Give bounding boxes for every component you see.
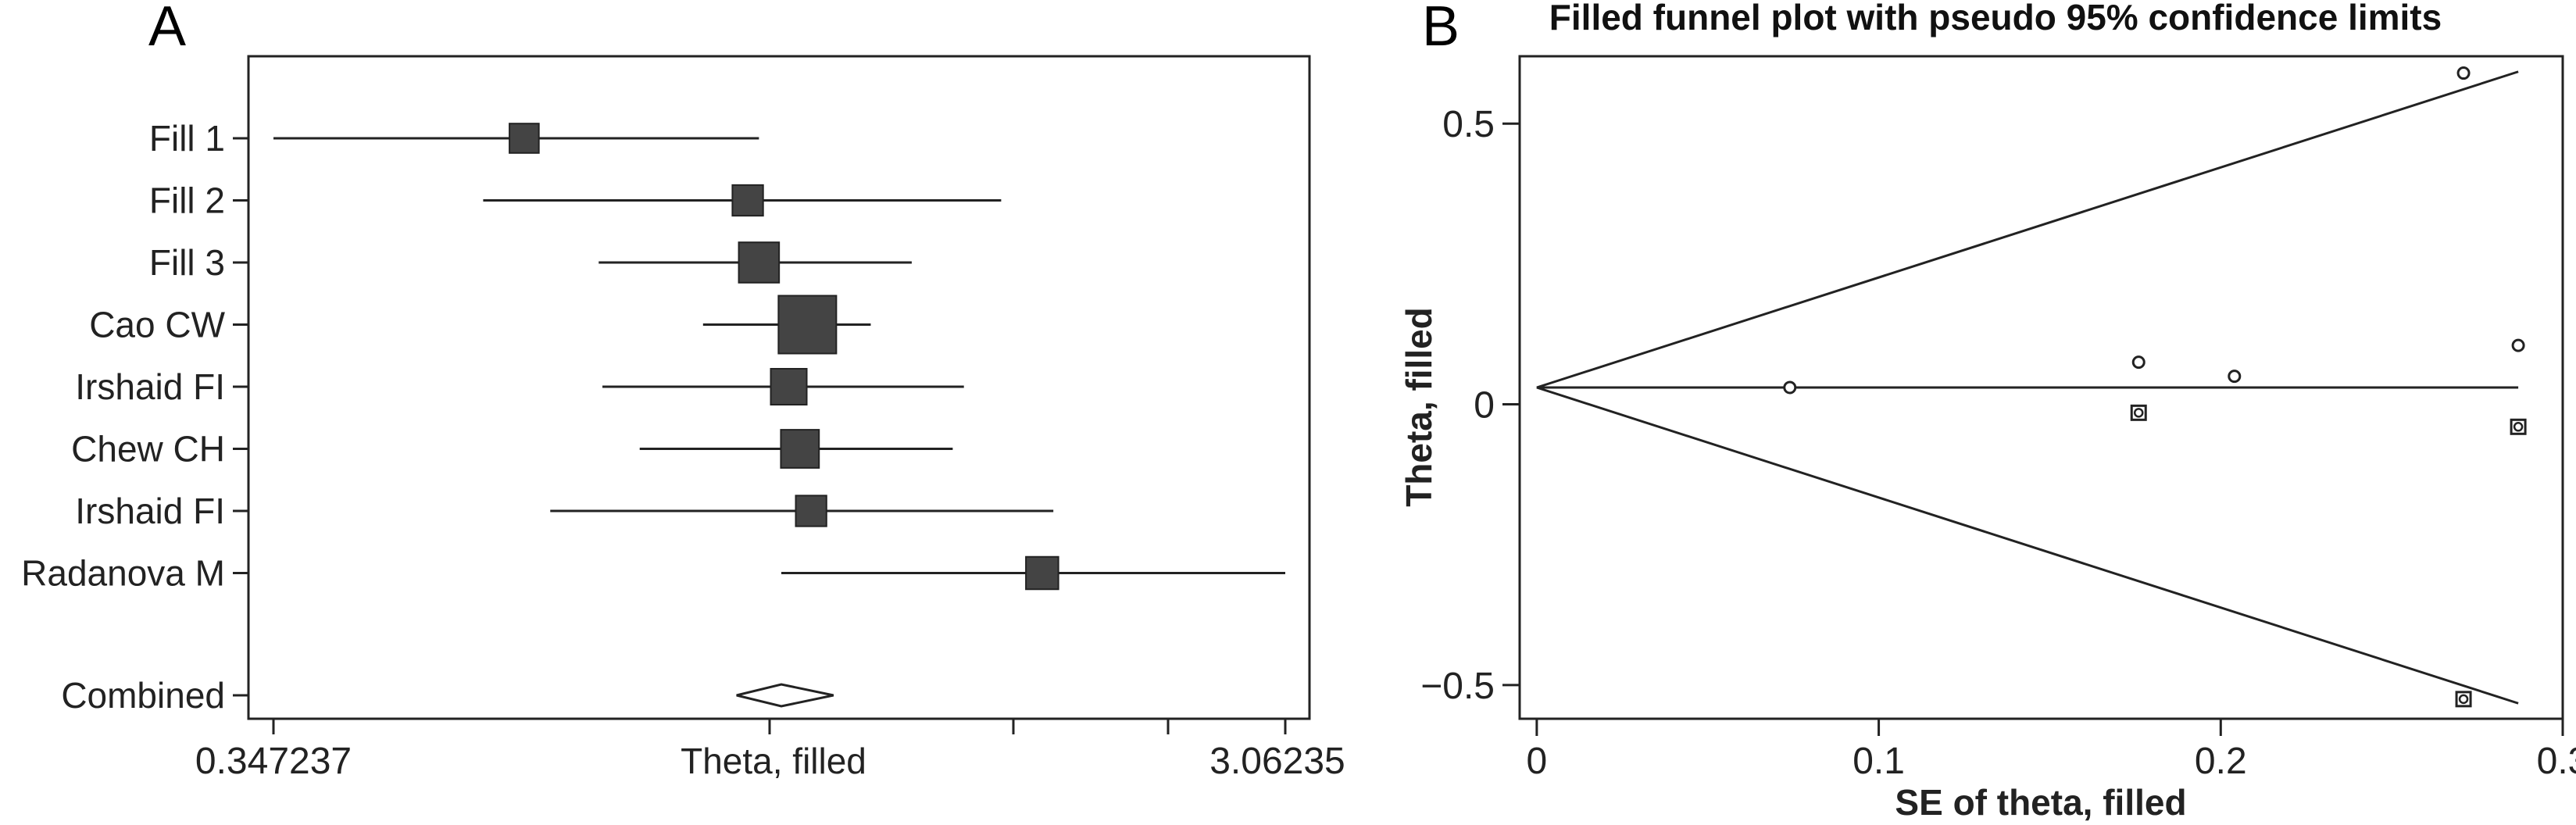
observed-study-point	[2228, 370, 2242, 384]
filled-marker-circle	[2133, 408, 2144, 418]
y-tick-label: 0	[1474, 385, 1495, 427]
study-label: Fill 3	[149, 242, 225, 283]
y-tick-label: −0.5	[1420, 666, 1495, 707]
effect-size-marker	[777, 295, 838, 355]
funnel-plot: Filled funnel plot with pseudo 95% confi…	[1399, 0, 2576, 823]
y-tick-label: 0.5	[1442, 104, 1495, 145]
observed-study-point	[2456, 66, 2471, 80]
panel-a-letter: A	[148, 0, 186, 58]
forest-row: Radanova M	[21, 553, 1285, 594]
forest-x-axis-label: Theta, filled	[681, 741, 866, 781]
funnel-y-axis-label: Theta, filled	[1399, 307, 1439, 507]
funnel-lines	[1536, 70, 2519, 705]
forest-plot: Fill 1 Fill 2 Fill 3 Cao CW Irshaid FI Chew C…	[21, 55, 1345, 782]
study-label: Radanova M	[21, 553, 225, 594]
combined-label: Combined	[61, 675, 225, 716]
x-tick-label: 0.2	[2195, 741, 2247, 782]
filled-marker-circle	[2513, 422, 2524, 432]
funnel-axes: 0 0.1 0.2 0.3 −0.5 0 0.5	[1420, 104, 2576, 782]
study-label: Irshaid FI	[75, 366, 225, 407]
observed-study-point	[2131, 355, 2145, 370]
forest-row: Chew CH	[71, 429, 953, 470]
filled-study-point	[2130, 404, 2147, 421]
filled-study-point	[2510, 418, 2527, 435]
study-label: Cao CW	[89, 305, 225, 345]
study-label: Irshaid FI	[75, 491, 225, 531]
forest-row: Irshaid FI	[75, 491, 1054, 531]
observed-study-point	[1783, 380, 1797, 395]
forest-row: Fill 3	[149, 241, 912, 284]
forest-row-combined: Combined	[61, 675, 834, 716]
funnel-plot-frame	[1518, 55, 2564, 720]
filled-study-point	[2455, 691, 2472, 708]
effect-size-marker	[738, 241, 781, 284]
effect-size-marker	[770, 368, 808, 405]
x-tick-label: 0.1	[1853, 741, 1905, 782]
study-label: Fill 2	[149, 180, 225, 221]
forest-x-axis: 0.347237 3.06235 Theta, filled	[195, 719, 1345, 782]
x-tick-label: 0.3	[2537, 741, 2576, 782]
funnel-x-axis-label: SE of theta, filled	[1895, 782, 2186, 823]
effect-size-marker	[509, 123, 540, 154]
forest-x-tick-min: 0.347237	[195, 741, 352, 782]
combined-diamond	[736, 683, 834, 708]
lower-confidence-limit	[1536, 386, 2519, 705]
effect-size-marker	[780, 429, 820, 469]
funnel-title: Filled funnel plot with pseudo 95% confi…	[1549, 0, 2442, 38]
panel-b-letter: B	[1422, 0, 1459, 58]
forest-rows: Fill 1 Fill 2 Fill 3 Cao CW Irshaid FI Chew C…	[21, 118, 1285, 716]
forest-row: Fill 2	[149, 180, 1002, 221]
x-tick-label: 0	[1527, 741, 1548, 782]
effect-size-marker	[795, 495, 827, 527]
study-label: Chew CH	[71, 429, 225, 470]
forest-row: Fill 1	[149, 118, 759, 159]
upper-confidence-limit	[1536, 70, 2519, 389]
forest-x-tick-max: 3.06235	[1209, 741, 1345, 782]
effect-size-marker	[731, 184, 764, 217]
filled-marker-circle	[2458, 694, 2469, 705]
forest-row: Cao CW	[89, 295, 871, 355]
study-label: Fill 1	[149, 118, 225, 159]
funnel-points	[1783, 66, 2527, 708]
forest-row: Irshaid FI	[75, 366, 964, 407]
observed-study-point	[2511, 338, 2525, 352]
effect-size-marker	[1025, 555, 1059, 591]
